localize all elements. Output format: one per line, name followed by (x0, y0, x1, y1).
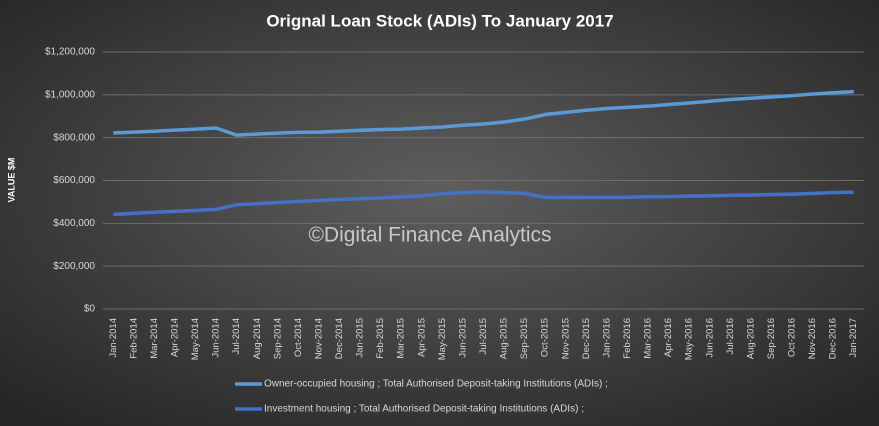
x-tick-label: Oct-2016 (787, 318, 798, 357)
x-tick-label: Sep-2016 (766, 318, 777, 359)
series-line (113, 89, 854, 137)
y-tick-label: $1,200,000 (45, 47, 95, 58)
y-tick-label: $0 (84, 304, 96, 315)
x-tick-label: Apr-2015 (416, 318, 427, 357)
x-tick-label: Dec-2015 (581, 318, 592, 359)
y-tick-label: $400,000 (53, 218, 95, 229)
x-tick-label: Nov-2014 (313, 318, 324, 359)
x-tick-label: Aug-2014 (252, 318, 263, 359)
x-tick-label: Sep-2015 (519, 318, 530, 359)
x-tick-label: Feb-2015 (375, 318, 386, 359)
x-tick-label: Nov-2016 (807, 318, 818, 359)
x-tick-label: Nov-2015 (560, 318, 571, 359)
x-tick-label: Jan-2014 (108, 318, 119, 358)
x-tick-label: Jan-2015 (355, 318, 366, 358)
watermark: ©Digital Finance Analytics (308, 224, 551, 247)
x-tick-label: May-2015 (437, 318, 448, 360)
x-tick-label: Feb-2016 (622, 318, 633, 359)
x-tick-label: Dec-2016 (828, 318, 839, 359)
y-tick-label: $200,000 (53, 261, 95, 272)
legend-label: Owner-occupied housing ; Total Authorise… (264, 379, 608, 390)
x-tick-label: Oct-2014 (293, 318, 304, 357)
x-tick-label: Jul-2014 (231, 318, 242, 354)
x-tick-label: Feb-2014 (128, 318, 139, 359)
x-tick-label: May-2014 (190, 318, 201, 360)
x-tick-label: Jun-2015 (457, 318, 468, 358)
x-tick-label: Sep-2014 (272, 318, 283, 359)
x-tick-label: Mar-2016 (643, 318, 654, 359)
x-tick-label: Aug-2015 (499, 318, 510, 359)
chart-title: Orignal Loan Stock (ADIs) To January 201… (266, 11, 613, 30)
x-tick-label: Jul-2016 (725, 318, 736, 354)
x-tick-label: May-2016 (684, 318, 695, 360)
x-tick-label: Apr-2014 (170, 318, 181, 357)
x-tick-label: Jan-2016 (601, 318, 612, 358)
x-tick-label: Jan-2017 (848, 318, 859, 358)
y-axis-label: VALUE $M (6, 158, 16, 203)
x-tick-label: Apr-2016 (663, 318, 674, 357)
x-tick-label: Jul-2015 (478, 318, 489, 354)
x-tick-label: Dec-2014 (334, 318, 345, 359)
x-tick-label: Mar-2015 (396, 318, 407, 359)
y-tick-label: $800,000 (53, 132, 95, 143)
legend-label: Investment housing ; Total Authorised De… (264, 404, 584, 415)
y-tick-label: $1,000,000 (45, 89, 95, 100)
x-tick-label: Jun-2016 (704, 318, 715, 358)
x-tick-label: Oct-2015 (540, 318, 551, 357)
x-tick-label: Jun-2014 (211, 318, 222, 358)
x-tick-label: Mar-2014 (149, 318, 160, 359)
x-tick-label: Aug-2016 (745, 318, 756, 359)
series-line (113, 190, 854, 217)
y-tick-label: $600,000 (53, 175, 95, 186)
